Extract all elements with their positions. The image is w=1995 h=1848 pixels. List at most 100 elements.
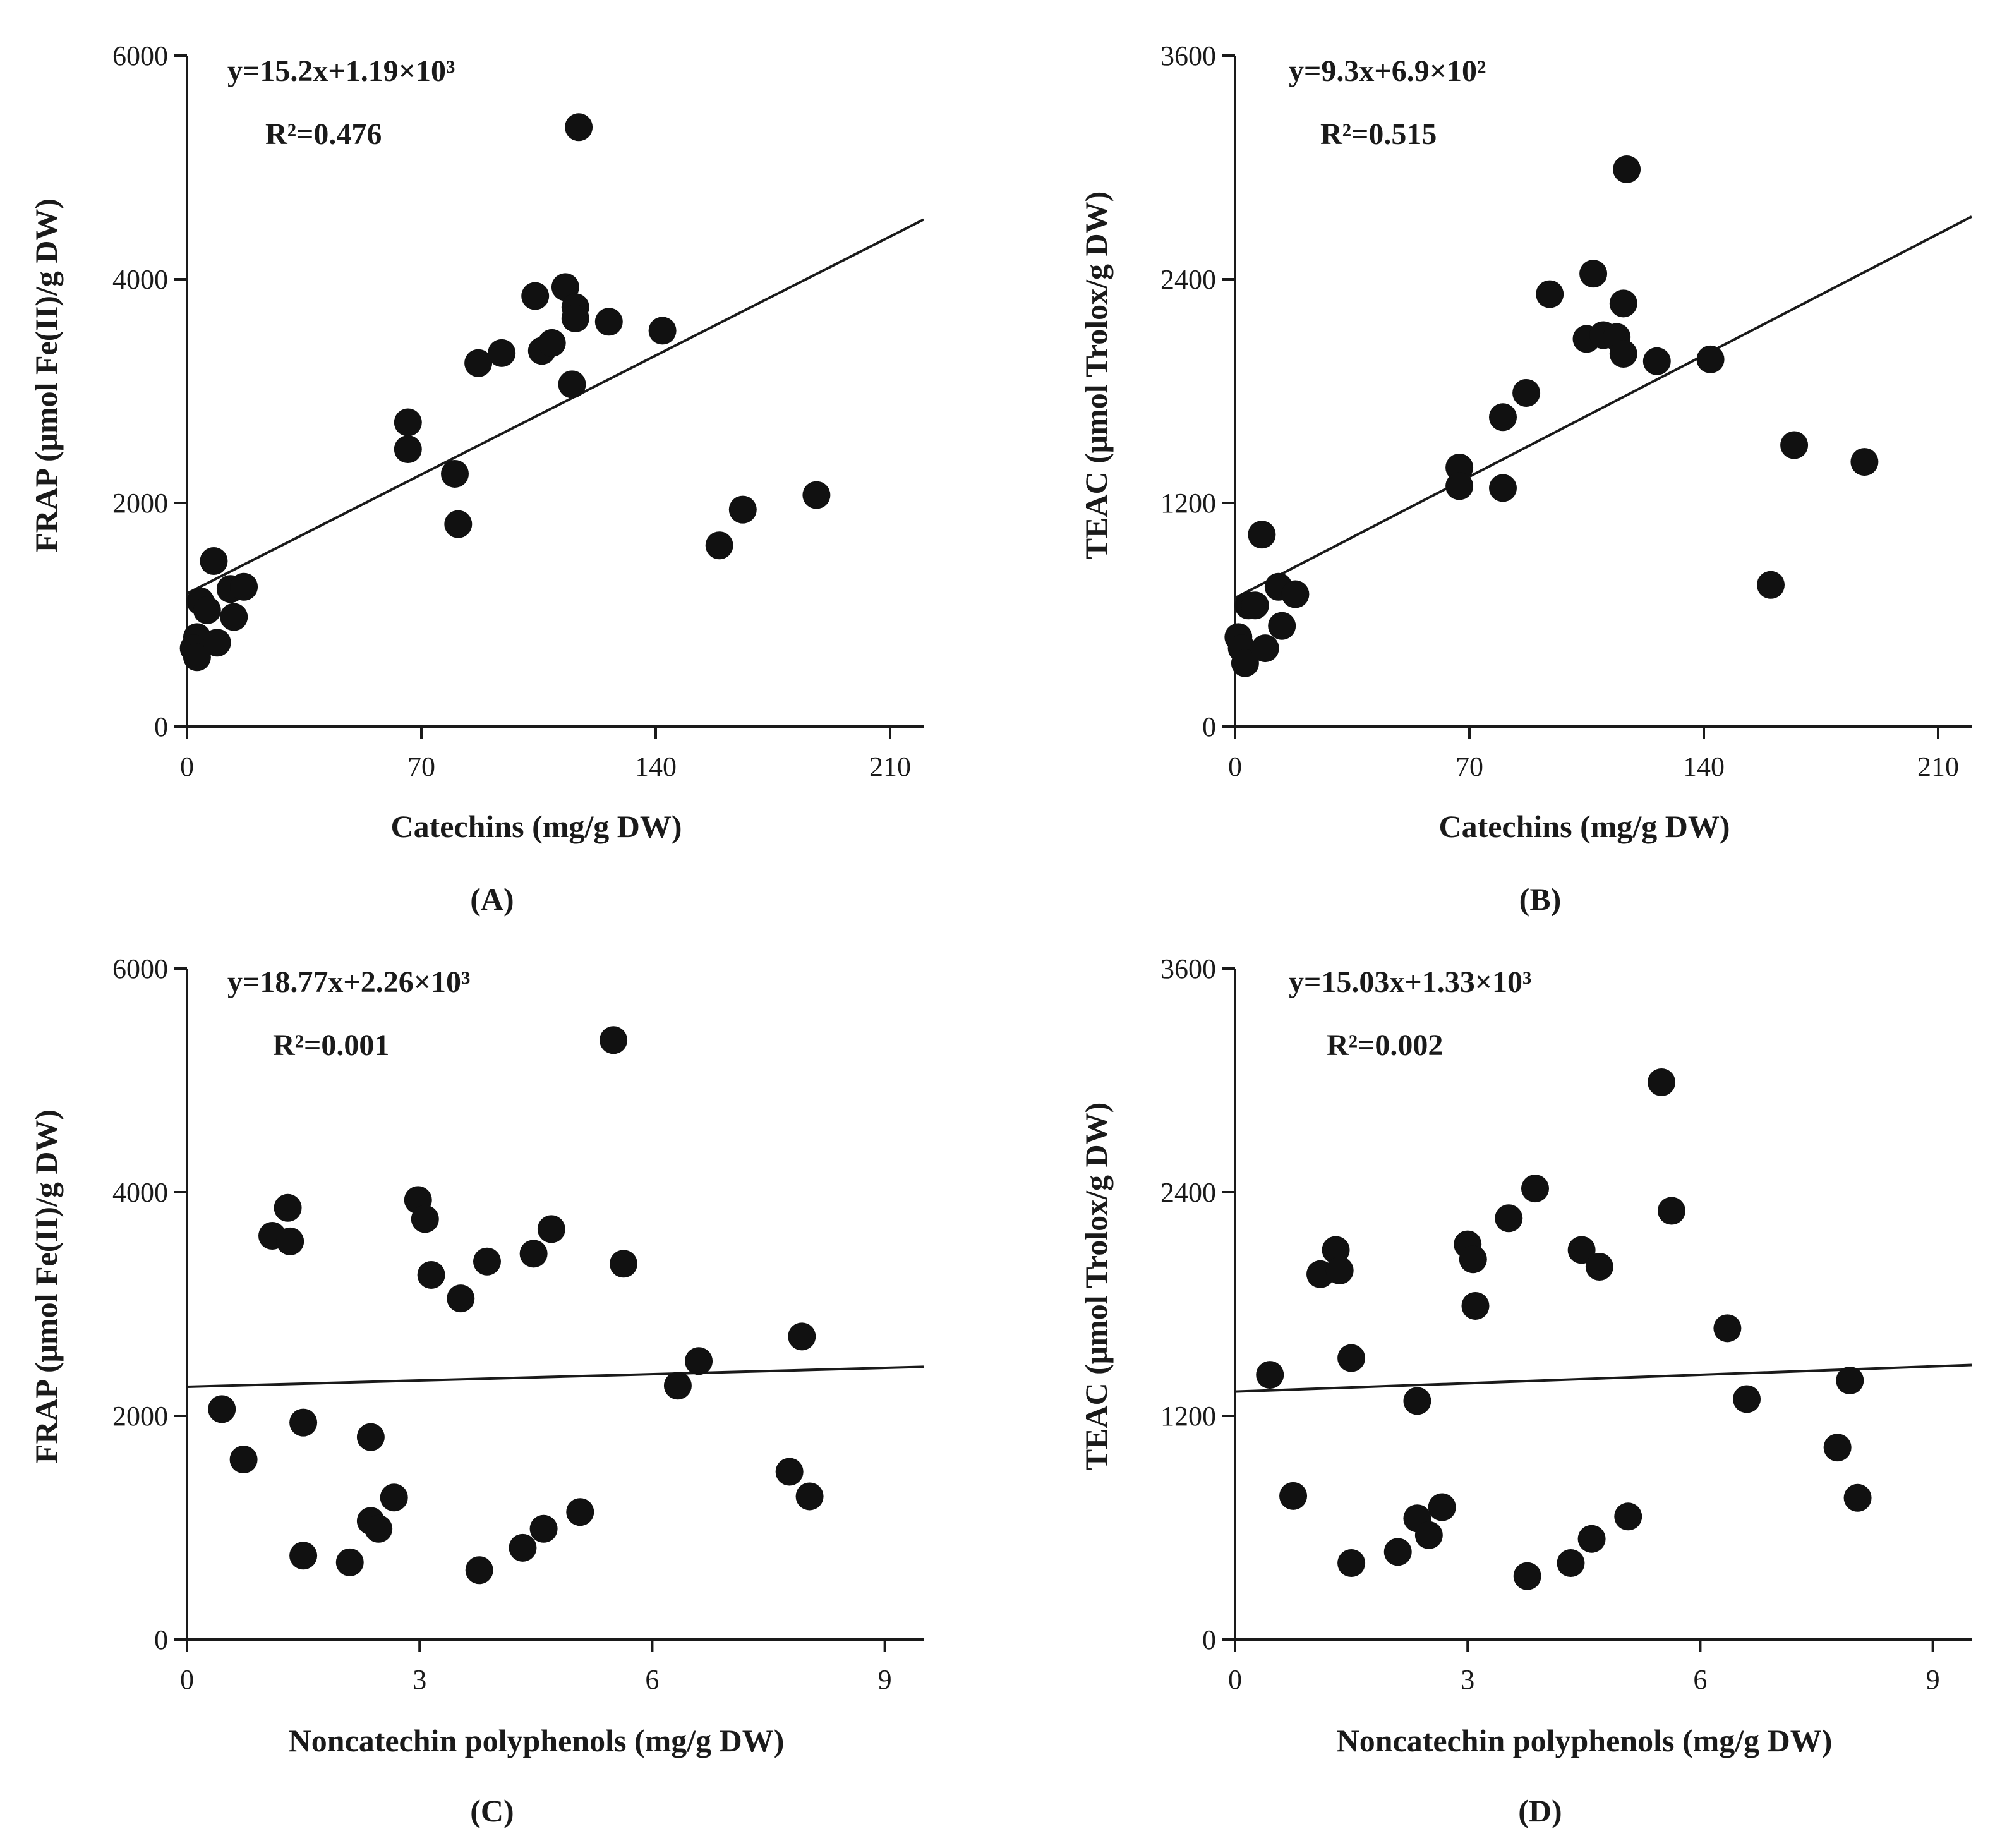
- y-axis-title: FRAP (μmol Fe(II)/g DW): [28, 198, 64, 552]
- y-axis-title: TEAC (μmol Trolox/g DW): [1078, 191, 1114, 560]
- data-point: [1577, 1525, 1606, 1553]
- data-point: [594, 308, 623, 336]
- x-tick-label: 3: [1461, 1664, 1474, 1695]
- data-point: [648, 317, 677, 345]
- x-tick-label: 3: [413, 1664, 426, 1695]
- y-tick-label: 1200: [1160, 488, 1216, 519]
- data-point: [1445, 472, 1474, 500]
- regression-equation: y=18.77x+2.26×10³: [227, 965, 470, 999]
- chart-panel: 0 2000 4000 6000 0 70 140 210 Catechins (mg/g DW…: [28, 40, 924, 917]
- data-point: [685, 1347, 713, 1375]
- y-tick-label: 0: [1202, 711, 1216, 742]
- x-tick-label: 6: [1693, 1664, 1707, 1695]
- data-point: [394, 408, 422, 437]
- data-point: [1585, 1253, 1613, 1281]
- data-point: [728, 495, 757, 524]
- data-point: [1268, 612, 1296, 640]
- data-point: [1248, 521, 1276, 549]
- data-point: [447, 1284, 475, 1313]
- data-point: [1256, 1361, 1284, 1389]
- r-squared-label: R²=0.476: [265, 118, 382, 151]
- x-tick-label: 0: [180, 1664, 194, 1695]
- data-point: [1733, 1385, 1761, 1413]
- data-point: [1609, 340, 1637, 368]
- data-point: [208, 1395, 236, 1423]
- data-point: [1696, 345, 1725, 373]
- y-tick-label: 2400: [1160, 264, 1216, 295]
- data-point: [411, 1205, 439, 1233]
- data-point: [1579, 260, 1608, 288]
- y-tick-label: 4000: [112, 264, 168, 295]
- panel-label: (B): [1519, 881, 1562, 917]
- x-tick-label: 140: [635, 751, 677, 782]
- data-point: [1557, 1549, 1585, 1578]
- y-tick-label: 1200: [1160, 1401, 1216, 1432]
- x-tick-label: 9: [878, 1664, 892, 1695]
- regression-line: [186, 1365, 924, 1388]
- data-point: [509, 1533, 537, 1562]
- x-axis-title: Noncatechin polyphenols (mg/g DW): [1337, 1723, 1833, 1758]
- x-tick-label: 0: [1228, 751, 1242, 782]
- panel-label: (A): [470, 881, 514, 917]
- y-tick-label: 6000: [112, 953, 168, 984]
- x-tick-label: 6: [645, 1664, 659, 1695]
- regression-equation: y=15.03x+1.33×10³: [1289, 965, 1531, 999]
- x-axis-title: Catechins (mg/g DW): [390, 809, 682, 844]
- data-point: [289, 1542, 318, 1570]
- y-axis-title: TEAC (μmol Trolox/g DW): [1078, 1102, 1114, 1471]
- x-tick-label: 70: [407, 751, 435, 782]
- data-point: [1279, 1482, 1308, 1510]
- data-point: [365, 1514, 393, 1543]
- data-point: [558, 370, 586, 399]
- regression-line: [1234, 215, 1972, 600]
- data-point: [610, 1250, 638, 1278]
- data-point: [1403, 1387, 1431, 1415]
- data-point: [1648, 1068, 1676, 1096]
- r-squared-label: R²=0.002: [1327, 1029, 1443, 1062]
- data-point: [441, 459, 469, 488]
- data-point: [394, 435, 422, 464]
- y-tick-label: 2000: [112, 488, 168, 519]
- data-point: [1521, 1175, 1549, 1203]
- data-point: [1281, 580, 1310, 608]
- chart-panel: 0 2000 4000 6000 0 3 6 9 Noncatechin polyphenols…: [28, 953, 924, 1828]
- data-point: [203, 629, 231, 657]
- panel-label: (D): [1518, 1793, 1562, 1828]
- data-point: [1337, 1549, 1366, 1578]
- data-point: [1780, 431, 1809, 459]
- y-axis-title: FRAP (μmol Fe(II)/g DW): [28, 1109, 64, 1463]
- data-point: [488, 339, 516, 367]
- data-point: [1713, 1314, 1742, 1343]
- x-tick-label: 0: [1228, 1664, 1242, 1695]
- y-tick-label: 0: [1202, 1624, 1216, 1655]
- data-point: [1823, 1434, 1852, 1462]
- data-point: [788, 1322, 816, 1351]
- data-point: [566, 1498, 594, 1526]
- data-point: [1337, 1344, 1366, 1372]
- data-point: [200, 547, 228, 576]
- data-point: [1658, 1197, 1686, 1225]
- data-point: [795, 1482, 824, 1511]
- data-point: [193, 596, 221, 624]
- data-point: [417, 1260, 445, 1289]
- regression-line: [186, 218, 924, 595]
- data-point: [229, 1446, 258, 1474]
- data-point: [1231, 649, 1259, 677]
- data-point: [1383, 1538, 1412, 1566]
- data-point: [1414, 1521, 1443, 1549]
- data-point: [274, 1193, 302, 1222]
- y-tick-label: 3600: [1160, 953, 1216, 984]
- x-tick-label: 9: [1926, 1664, 1940, 1695]
- y-tick-label: 3600: [1160, 40, 1216, 71]
- data-point: [1757, 571, 1785, 599]
- data-point: [537, 1215, 565, 1243]
- data-point: [1836, 1366, 1864, 1394]
- x-tick-label: 210: [869, 751, 911, 782]
- data-point: [1536, 280, 1564, 308]
- data-point: [705, 531, 733, 560]
- y-tick-label: 4000: [112, 1177, 168, 1208]
- panel-label: (C): [470, 1793, 514, 1828]
- data-point: [444, 510, 473, 538]
